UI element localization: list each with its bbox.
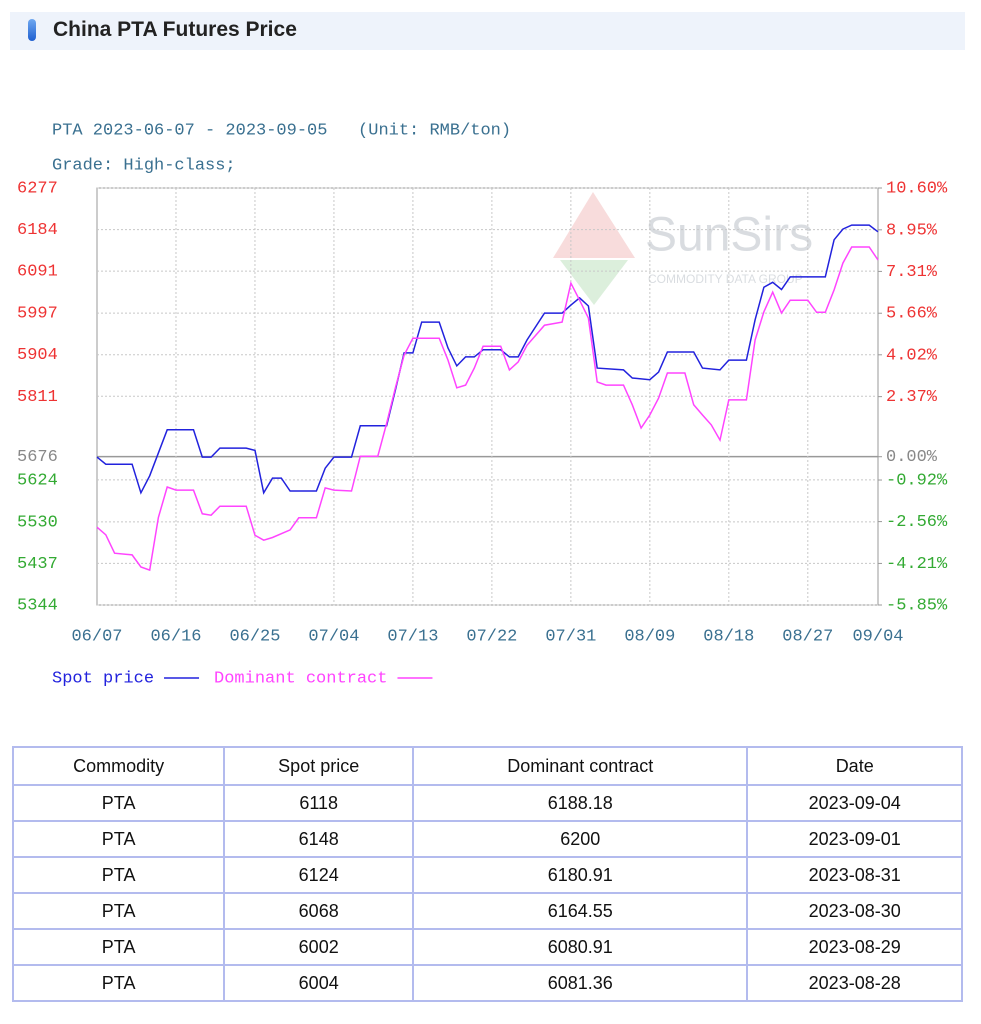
- table-cell: PTA: [11, 964, 226, 1002]
- y2-tick-label: -2.56%: [886, 513, 948, 532]
- x-tick-label: 08/09: [624, 627, 675, 646]
- table-cell: 6188.18: [412, 784, 749, 822]
- table-cell: PTA: [11, 856, 226, 894]
- table-cell: PTA: [11, 892, 226, 930]
- x-tick-label: 07/31: [545, 627, 596, 646]
- column-header: Date: [746, 746, 963, 786]
- table-cell: 6068: [223, 892, 415, 930]
- table-row: PTA 6124 6180.91 2023-08-31: [11, 856, 963, 894]
- y2-tick-label: 2.37%: [886, 388, 938, 407]
- y2-tick-label: 5.66%: [886, 305, 938, 324]
- table-cell: PTA: [11, 928, 226, 966]
- table-cell: 2023-08-31: [746, 856, 963, 894]
- header-icon: [28, 19, 36, 41]
- table-cell: 6002: [223, 928, 415, 966]
- table-cell: 2023-08-30: [746, 892, 963, 930]
- y-tick-label: 5530: [17, 513, 58, 532]
- table-cell: 2023-08-28: [746, 964, 963, 1002]
- x-tick-label: 08/18: [703, 627, 754, 646]
- table-cell: 6080.91: [412, 928, 749, 966]
- x-tick-label: 07/04: [308, 627, 359, 646]
- watermark-subtext: COMMODITY DATA GROUP: [648, 272, 803, 286]
- table-body: PTA 6118 6188.18 2023-09-04 PTA 6148 6200 2023-…: [11, 784, 963, 1002]
- y2-tick-label: -5.85%: [886, 596, 948, 615]
- y2-tick-label: -4.21%: [886, 555, 948, 574]
- watermark-base: [560, 260, 628, 305]
- table-cell: 2023-08-29: [746, 928, 963, 966]
- watermark-roof: [553, 192, 635, 258]
- chart-title: PTA 2023-06-07 - 2023-09-05 (Unit: RMB/t…: [52, 121, 511, 140]
- y-tick-label: 5344: [17, 596, 58, 615]
- y2-tick-label: 10.60%: [886, 179, 948, 198]
- y-tick-label: 5904: [17, 346, 58, 365]
- legend-label: Dominant contract: [214, 669, 387, 688]
- table-row: PTA 6148 6200 2023-09-01: [11, 820, 963, 858]
- x-tick-label: 06/16: [150, 627, 201, 646]
- x-tick-label: 07/13: [387, 627, 438, 646]
- table-cell: 2023-09-04: [746, 784, 963, 822]
- y2-tick-label: 7.31%: [886, 263, 938, 282]
- series-line: [96, 224, 879, 495]
- table-header-row: Commodity Spot price Dominant contract Date: [11, 746, 963, 786]
- column-header: Spot price: [223, 746, 415, 786]
- table-row: PTA 6004 6081.36 2023-08-28: [11, 964, 963, 1002]
- table-row: PTA 6068 6164.55 2023-08-30: [11, 892, 963, 930]
- y-tick-label: 6184: [17, 221, 58, 240]
- table-cell: 6004: [223, 964, 415, 1002]
- header-bar: China PTA Futures Price: [10, 12, 965, 50]
- table-cell: 6124: [223, 856, 415, 894]
- column-header: Commodity: [11, 746, 226, 786]
- table-cell: 6118: [223, 784, 415, 822]
- table-cell: PTA: [11, 820, 226, 858]
- x-tick-label: 08/27: [782, 627, 833, 646]
- y-tick-label: 5624: [17, 471, 58, 490]
- legend-label: Spot price: [52, 669, 154, 688]
- y-tick-label: 6277: [17, 179, 58, 198]
- data-table: Commodity Spot price Dominant contract Date…: [11, 746, 963, 1002]
- table-cell: 2023-09-01: [746, 820, 963, 858]
- y2-tick-label: 4.02%: [886, 346, 938, 365]
- table-cell: 6164.55: [412, 892, 749, 930]
- table-cell: 6180.91: [412, 856, 749, 894]
- table-cell: 6148: [223, 820, 415, 858]
- table-cell: 6081.36: [412, 964, 749, 1002]
- y2-tick-label: -0.92%: [886, 472, 948, 491]
- y-tick-label: 5811: [17, 388, 58, 407]
- header-title: China PTA Futures Price: [53, 18, 297, 41]
- table-row: PTA 6002 6080.91 2023-08-29: [11, 928, 963, 966]
- x-tick-label: 06/25: [229, 627, 280, 646]
- y-tick-label: 5437: [17, 555, 58, 574]
- table-cell: PTA: [11, 784, 226, 822]
- column-header: Dominant contract: [412, 746, 749, 786]
- x-tick-label: 06/07: [71, 627, 122, 646]
- x-tick-label: 09/04: [852, 627, 903, 646]
- y2-tick-label: 8.95%: [886, 221, 938, 240]
- table-row: PTA 6118 6188.18 2023-09-04: [11, 784, 963, 822]
- y2-tick-label: 0.00%: [886, 448, 938, 467]
- y-tick-label: 5997: [17, 305, 58, 324]
- x-tick-label: 07/22: [466, 627, 517, 646]
- series-line: [96, 246, 879, 572]
- y-tick-label: 5676: [17, 448, 58, 467]
- y-tick-label: 6091: [17, 263, 58, 282]
- table-cell: 6200: [412, 820, 749, 858]
- chart-subtitle: Grade: High-class;: [52, 156, 236, 175]
